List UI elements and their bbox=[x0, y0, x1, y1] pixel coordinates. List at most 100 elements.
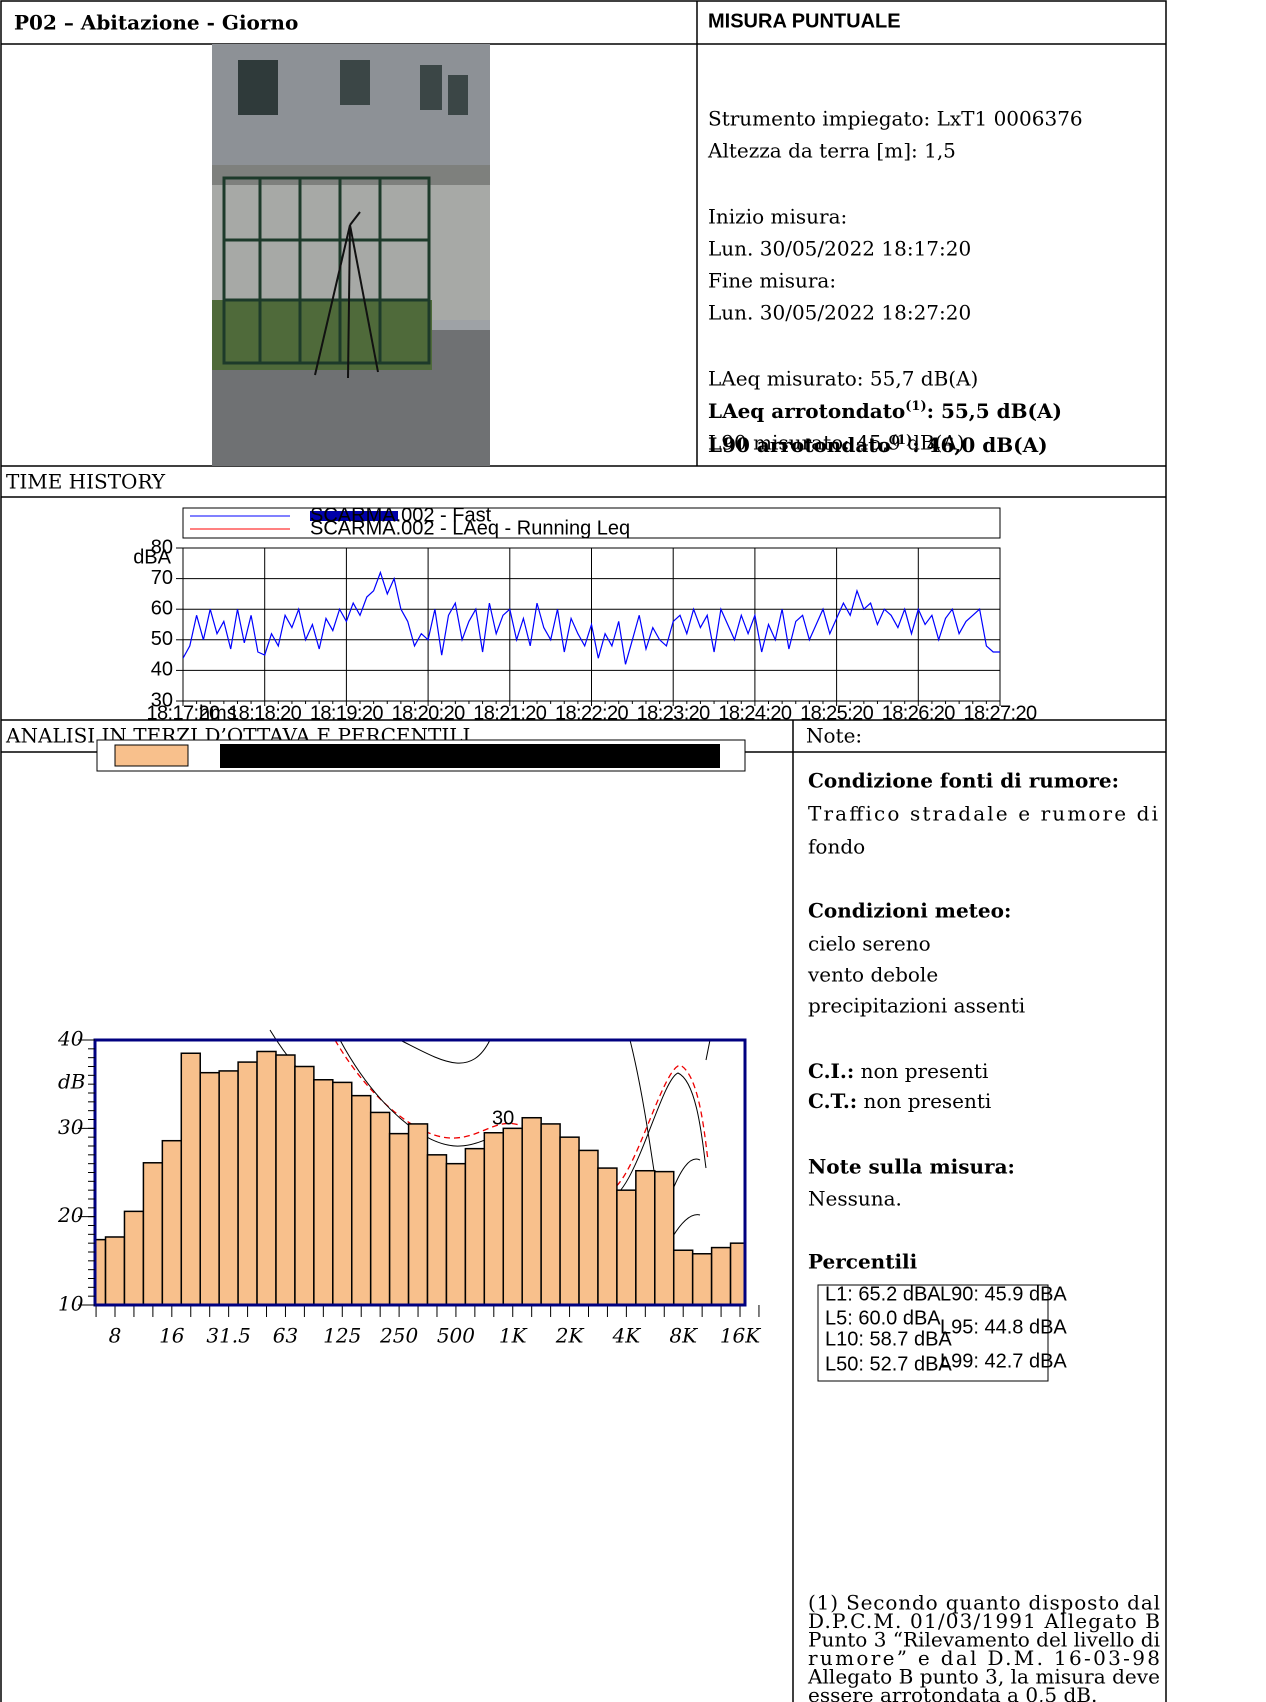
bar bbox=[654, 1170, 675, 1306]
note-title: Note sulla misura: bbox=[808, 1155, 1015, 1179]
y-axis-label: dBA bbox=[133, 546, 171, 568]
bar bbox=[256, 1050, 277, 1306]
x-tick-label: 18:25:20 bbox=[800, 702, 874, 724]
bar bbox=[502, 1127, 523, 1306]
x-tick-label: 31.5 bbox=[206, 1324, 251, 1348]
x-tick-label: 18:17:20 bbox=[146, 702, 220, 724]
y-tick-label: 40 bbox=[57, 1027, 84, 1051]
note-title: Condizioni meteo: bbox=[808, 899, 1011, 923]
y-tick-label: 40 bbox=[151, 659, 173, 681]
x-tick-label: 8K bbox=[669, 1324, 698, 1348]
x-axis-label: hms bbox=[199, 702, 237, 724]
y-tick-label: 80 bbox=[151, 536, 173, 558]
bars bbox=[95, 1050, 745, 1306]
note-ref: (1) bbox=[891, 433, 912, 448]
table-lines bbox=[0, 0, 1167, 1702]
bar bbox=[729, 1242, 745, 1306]
note-line: Traffico stradale e rumore di bbox=[808, 802, 1158, 826]
bar bbox=[521, 1116, 542, 1306]
legend-label: SCARMA.002 1/3 All Min Spectrum Min Line… bbox=[230, 744, 715, 766]
bar bbox=[351, 1094, 372, 1306]
legend-label: SCARMA.002 - LAeq - Running Leq bbox=[310, 517, 630, 539]
bar bbox=[710, 1246, 732, 1306]
info-line: LAeq misurato: 55,7 dB(A) bbox=[708, 367, 978, 391]
section-title: TIME HISTORY bbox=[6, 470, 166, 494]
value: non presenti bbox=[854, 1059, 988, 1083]
bar bbox=[672, 1249, 694, 1306]
percentile: L10: 58.7 dBA bbox=[825, 1328, 952, 1350]
x-tick-label: 63 bbox=[273, 1324, 298, 1348]
bar bbox=[407, 1123, 429, 1306]
percentile: L50: 52.7 dBA bbox=[825, 1353, 952, 1375]
bar bbox=[123, 1210, 145, 1306]
bar bbox=[199, 1071, 220, 1306]
bar bbox=[426, 1154, 448, 1306]
bar bbox=[104, 1236, 126, 1306]
bar bbox=[635, 1169, 656, 1306]
note-ref: (1) bbox=[905, 399, 926, 414]
title: P02 – Abitazione - Giorno bbox=[14, 11, 298, 35]
footnote-line: Allegato B punto 3, la misura deve bbox=[807, 1665, 1160, 1689]
x-tick-label: 18:23:20 bbox=[637, 702, 711, 724]
y-tick-label: 30 bbox=[151, 689, 173, 711]
bar bbox=[445, 1162, 467, 1306]
legend-highlight bbox=[310, 511, 398, 521]
bar bbox=[597, 1167, 618, 1306]
y-tick-label: 50 bbox=[151, 628, 173, 650]
x-tick-label: 1K bbox=[499, 1324, 528, 1348]
x-tick-label: 18:18:20 bbox=[228, 702, 302, 724]
photo bbox=[212, 44, 490, 466]
bar bbox=[578, 1149, 599, 1306]
info-line: Lun. 30/05/2022 18:17:20 bbox=[708, 237, 971, 261]
info-line: Lun. 30/05/2022 18:27:20 bbox=[708, 301, 971, 325]
label: C.T.: bbox=[808, 1089, 857, 1113]
value: : 46,0 dB(A) bbox=[912, 433, 1047, 457]
percentile-box bbox=[817, 1284, 1049, 1382]
footnote-line: D.P.C.M. 01/03/1991 Allegato B bbox=[808, 1609, 1160, 1633]
note-line: vento debole bbox=[807, 963, 938, 987]
info-line: Strumento impiegato: LxT1 0006376 bbox=[708, 107, 1083, 131]
note-line: precipitazioni assenti bbox=[808, 994, 1025, 1018]
x-tick-label: 125 bbox=[323, 1324, 361, 1348]
x-tick-label: 18:21:20 bbox=[473, 702, 547, 724]
note-line: Nessuna. bbox=[808, 1187, 902, 1211]
info-bold-line: L90 arrotondato(1): 46,0 dB(A) bbox=[708, 433, 1048, 457]
bar bbox=[294, 1065, 315, 1306]
label: C.I.: bbox=[808, 1059, 854, 1083]
y-tick-label: 20 bbox=[57, 1203, 84, 1227]
note-line: C.T.: non presenti bbox=[808, 1089, 991, 1113]
bar bbox=[275, 1054, 296, 1306]
info-line: Inizio misura: bbox=[708, 205, 847, 229]
percentile: L1: 65.2 dBA bbox=[825, 1283, 941, 1305]
x-tick-label: 18:27:20 bbox=[963, 702, 1037, 724]
y-tick-label: 10 bbox=[58, 1292, 84, 1316]
info-bold-line: LAeq arrotondato(1): 55,5 dB(A) bbox=[708, 399, 1062, 423]
x-tick-label: 18:22:20 bbox=[555, 702, 629, 724]
value: : 55,5 dB(A) bbox=[927, 399, 1062, 423]
note-title: Condizione fonti di rumore: bbox=[808, 769, 1119, 793]
x-tick-label: 250 bbox=[379, 1324, 418, 1348]
footnote-line: Punto 3 “Rilevamento del livello di bbox=[808, 1628, 1160, 1652]
bar bbox=[369, 1111, 391, 1306]
bar bbox=[691, 1253, 713, 1306]
x-tick-label: 4K bbox=[612, 1324, 642, 1348]
section-title: Note: bbox=[806, 724, 862, 748]
footnote-line: (1) Secondo quanto disposto dal bbox=[808, 1591, 1160, 1615]
percentile: L90: 45.9 dBA bbox=[940, 1283, 1067, 1305]
label: L90 arrotondato bbox=[708, 433, 891, 457]
bar bbox=[237, 1061, 258, 1306]
info-line: Altezza da terra [m]: 1,5 bbox=[707, 139, 956, 163]
y-axis-label: dB bbox=[58, 1070, 86, 1094]
bar bbox=[218, 1070, 239, 1306]
bar bbox=[483, 1132, 505, 1306]
x-tick-label: 16 bbox=[159, 1324, 185, 1348]
contour-label: 30 bbox=[492, 1107, 514, 1129]
bar bbox=[180, 1052, 201, 1306]
bar bbox=[161, 1139, 183, 1306]
x-tick-label: 18:19:20 bbox=[310, 702, 384, 724]
label: LAeq arrotondato bbox=[708, 399, 905, 423]
y-tick-label: 70 bbox=[151, 567, 173, 589]
percentile: L99: 42.7 dBA bbox=[940, 1350, 1067, 1372]
